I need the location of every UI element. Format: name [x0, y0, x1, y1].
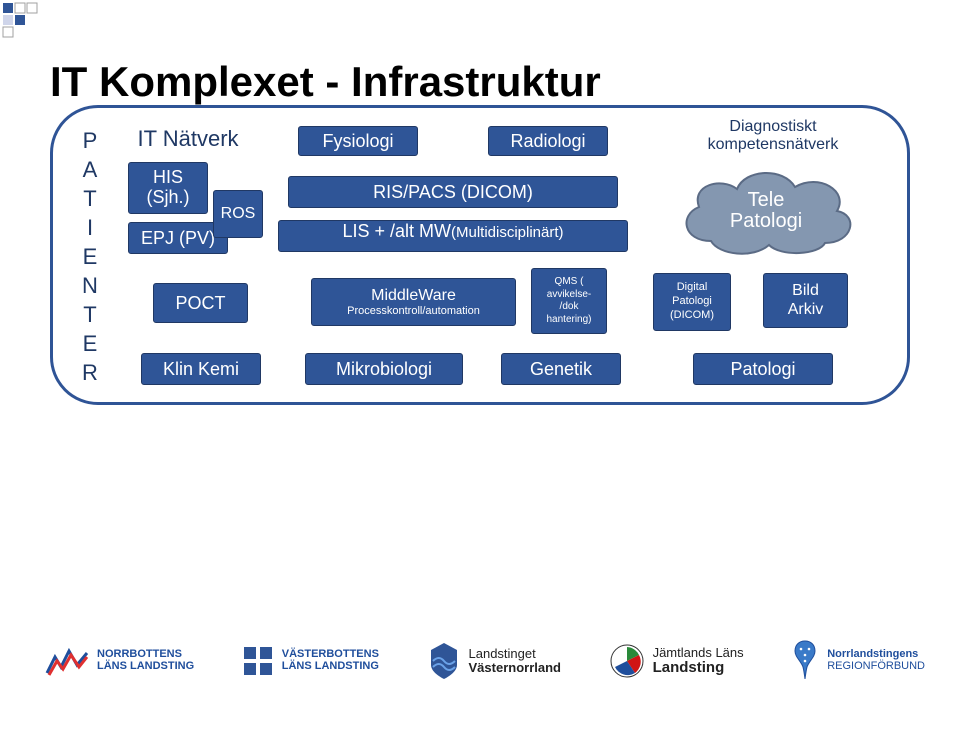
diag-line2: kompetensnätverk: [708, 136, 839, 154]
ba-line1: Bild: [792, 282, 819, 300]
page-title: IT Komplexet - Infrastruktur: [50, 58, 601, 106]
logo-jamtland: Jämtlands Läns Landsting: [609, 643, 744, 679]
ba-line2: Arkiv: [788, 301, 824, 319]
logo-vasterbotten: VÄSTERBOTTENS LÄNS LANDSTING: [242, 645, 379, 677]
box-bild-arkiv: Bild Arkiv: [763, 273, 848, 328]
vasternorrland-line1: Landstinget: [469, 647, 561, 661]
norrlandstingen-line2: REGIONFÖRBUND: [827, 661, 925, 673]
jamtland-icon: [609, 643, 645, 679]
diagram-container: P A T I E N T E R IT Nätverk HIS (Sjh.) …: [50, 105, 910, 405]
box-rispacs: RIS/PACS (DICOM): [288, 176, 618, 208]
box-lis-main: LIS + /alt MW: [342, 221, 451, 242]
cloud-line2: Patologi: [730, 211, 802, 232]
vasterbotten-icon: [242, 645, 274, 677]
box-digital-patologi: Digital Patologi (DICOM): [653, 273, 731, 331]
logo-norrlandstingen: Norrlandstingens REGIONFÖRBUND: [791, 639, 925, 683]
diag-line1: Diagnostiskt: [729, 118, 816, 136]
footer-logos: NORRBOTTENS LÄNS LANDSTING VÄSTERBOTTENS…: [45, 626, 925, 696]
vasternorrland-icon: [427, 641, 461, 681]
box-ros: ROS: [213, 190, 263, 238]
qms-line3: /dok: [560, 301, 579, 314]
patienter-letter: N: [77, 271, 103, 300]
box-poct: POCT: [153, 283, 248, 323]
logo-norrbotten: NORRBOTTENS LÄNS LANDSTING: [45, 643, 194, 679]
patienter-letter: E: [77, 329, 103, 358]
qms-line1: QMS (: [555, 276, 584, 289]
patienter-letter: A: [77, 155, 103, 184]
box-lis-sub: (Multidisciplinärt): [451, 224, 564, 241]
dp-line2: Patologi: [672, 295, 712, 309]
box-radiologi: Radiologi: [488, 126, 608, 156]
box-fysiologi: Fysiologi: [298, 126, 418, 156]
box-lis: LIS + /alt MW (Multidisciplinärt): [278, 220, 628, 252]
patienter-letter: T: [77, 300, 103, 329]
slide-accent: [0, 0, 48, 48]
patienter-letter: T: [77, 184, 103, 213]
dp-line3: (DICOM): [670, 309, 714, 323]
box-klin-kemi: Klin Kemi: [141, 353, 261, 385]
box-middleware: MiddleWare Processkontroll/automation: [311, 278, 516, 326]
norrbotten-line2: LÄNS LANDSTING: [97, 661, 194, 673]
cloud-tele-patologi: Tele Patologi: [671, 163, 861, 258]
patienter-letter: P: [77, 126, 103, 155]
diag-label: Diagnostiskt kompetensnätverk: [663, 118, 883, 155]
box-genetik: Genetik: [501, 353, 621, 385]
box-his: HIS (Sjh.): [128, 162, 208, 214]
jamtland-line2: Landsting: [653, 660, 744, 676]
norrlandstingen-icon: [791, 639, 819, 683]
qms-line2: avvikelse-: [547, 289, 591, 302]
logo-vasternorrland: Landstinget Västernorrland: [427, 641, 561, 681]
it-natverk-label: IT Nätverk: [123, 126, 253, 152]
box-his-line1: HIS: [153, 168, 183, 188]
accent-svg: [0, 0, 48, 48]
box-patologi: Patologi: [693, 353, 833, 385]
patienter-letter: R: [77, 358, 103, 387]
box-mikrobiologi: Mikrobiologi: [305, 353, 463, 385]
box-middleware-main: MiddleWare: [371, 287, 456, 305]
box-qms: QMS ( avvikelse- /dok hantering): [531, 268, 607, 334]
box-his-line2: (Sjh.): [146, 188, 189, 208]
dp-line1: Digital: [677, 281, 708, 295]
vasterbotten-line2: LÄNS LANDSTING: [282, 661, 379, 673]
vasternorrland-line2: Västernorrland: [469, 661, 561, 675]
patienter-letter: E: [77, 242, 103, 271]
cloud-line1: Tele: [748, 190, 785, 211]
box-middleware-sub: Processkontroll/automation: [347, 305, 480, 317]
jamtland-line1: Jämtlands Läns: [653, 646, 744, 660]
norrbotten-icon: [45, 643, 89, 679]
qms-line4: hantering): [546, 314, 591, 327]
patienter-column: P A T I E N T E R: [77, 126, 103, 387]
patienter-letter: I: [77, 213, 103, 242]
